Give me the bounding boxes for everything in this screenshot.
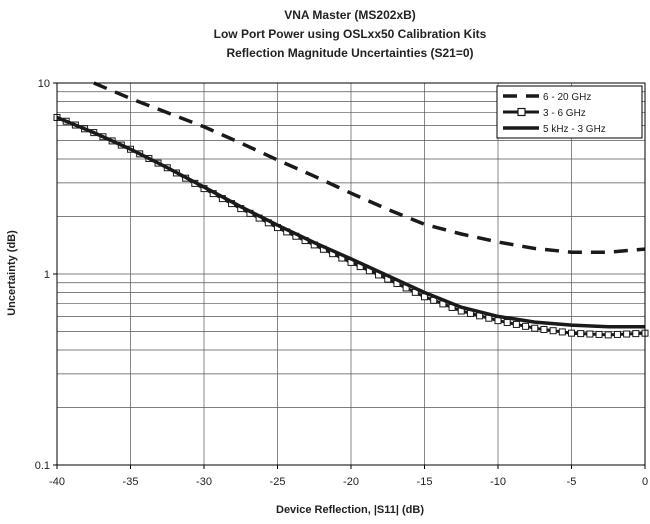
- legend-label-2: 5 kHz - 3 GHz: [543, 124, 606, 135]
- legend-marker: [517, 107, 526, 117]
- series-marker: [613, 330, 621, 338]
- y-tick-label: 0.1: [35, 460, 50, 472]
- series-marker: [632, 330, 640, 338]
- series-marker: [531, 324, 539, 332]
- y-tick-label: 1: [44, 269, 50, 281]
- chart-title-line-2: Low Port Power using OSLxx50 Calibration…: [214, 27, 487, 41]
- y-tick-label: 10: [38, 78, 50, 90]
- chart-title-line-1: VNA Master (MS202xB): [284, 8, 416, 22]
- x-tick-label: -40: [49, 476, 65, 488]
- plot-lines: [53, 81, 649, 339]
- series-marker: [549, 327, 557, 335]
- series-marker: [512, 320, 520, 328]
- series-marker: [586, 330, 594, 338]
- series-marker: [623, 330, 631, 338]
- grid: [56, 83, 646, 466]
- x-axis-title: Device Reflection, |S11| (dB): [276, 504, 424, 516]
- series-line-2: [56, 115, 645, 329]
- legend-label-0: 6 - 20 GHz: [543, 92, 591, 103]
- series-marker: [558, 328, 566, 336]
- chart-title: VNA Master (MS202xB) Low Port Power usin…: [214, 8, 487, 60]
- series-marker: [503, 319, 511, 327]
- x-tick-label: -10: [490, 476, 506, 488]
- legend-label-1: 3 - 6 GHz: [543, 108, 586, 119]
- series-marker: [522, 322, 530, 330]
- x-tick-label: -20: [343, 476, 359, 488]
- legend: 6 - 20 GHz 3 - 6 GHz 5 kHz - 3 GHz: [496, 85, 643, 139]
- axis-ticks: -40 -35 -30 -25 -20 -15 -10 -5 0 0.1 1 10: [35, 78, 648, 488]
- series-marker: [540, 325, 548, 333]
- x-tick-label: -35: [123, 476, 139, 488]
- x-tick-label: -25: [270, 476, 286, 488]
- series-marker: [595, 330, 603, 338]
- x-tick-label: 0: [642, 476, 648, 488]
- x-tick-label: -5: [567, 476, 577, 488]
- x-tick-label: -30: [196, 476, 212, 488]
- y-axis-title: Uncertainty (dB): [6, 230, 18, 316]
- series-line-0: [93, 81, 646, 254]
- series-marker: [604, 331, 612, 339]
- chart-title-line-3: Reflection Magnitude Uncertainties (S21=…: [226, 46, 473, 60]
- series-marker: [494, 317, 502, 325]
- series-marker: [568, 329, 575, 337]
- x-tick-label: -15: [417, 476, 433, 488]
- series-marker: [577, 330, 585, 338]
